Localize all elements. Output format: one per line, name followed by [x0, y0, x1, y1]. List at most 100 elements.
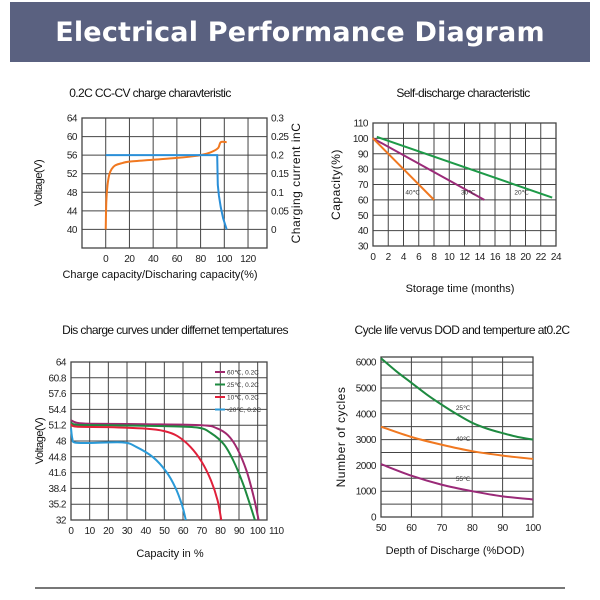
- x-tick-label: 14: [475, 252, 486, 263]
- x-tick-label: 20: [520, 252, 531, 263]
- x-tick-label: 20: [103, 526, 114, 537]
- x-tick-label: 60: [406, 523, 417, 534]
- x-axis-label: Charge capacity/Discharing capacity(%): [62, 269, 257, 281]
- x-tick-label: 30: [122, 526, 133, 537]
- y2-tick-label: 0.05: [271, 206, 289, 217]
- legend-label: 25℃, 0.2C: [227, 382, 259, 389]
- x-axis-label: Capacity in %: [136, 548, 203, 560]
- y-tick-label: 6000: [356, 358, 377, 369]
- series-line-2: [380, 425, 534, 460]
- plot-border: [81, 117, 268, 249]
- y-tick-label: 3000: [356, 435, 377, 446]
- chart-1: 0.2C CC-CV charge charavteristic 0 20 40 60 8…: [33, 86, 303, 281]
- legend-label: -20℃, 0.2C: [227, 407, 261, 414]
- x-tick-label: 12: [459, 252, 470, 263]
- y-tick-label: 64: [67, 114, 78, 125]
- y-tick-label: 40: [67, 225, 78, 236]
- y-tick-label: 1000: [356, 487, 377, 498]
- y-axis-label: Voltage(V): [34, 418, 46, 464]
- x-tick-label: 50: [159, 526, 170, 537]
- x-tick-label: 24: [551, 252, 562, 263]
- x-tick-label: 0: [68, 526, 74, 537]
- series-line-3: [372, 137, 435, 201]
- y-axis-label: Number of cycles: [334, 387, 348, 488]
- plot-border: [372, 122, 557, 247]
- grid: [81, 117, 267, 249]
- x-tick-label: 60: [172, 254, 183, 265]
- series-label: 40℃: [456, 436, 471, 443]
- page-title: Electrical Performance Diagram: [55, 16, 545, 48]
- y-tick-label: 57.6: [49, 389, 67, 400]
- series-label: 30℃: [461, 189, 476, 196]
- y-tick-label: 44.8: [49, 452, 67, 463]
- chart-title: Self-discharge characteristic: [396, 86, 530, 100]
- legend: 60℃, 0.2C 25℃, 0.2C 10℃, 0.2C -20℃, 0.2C: [215, 370, 261, 414]
- y-axis-label: Capacity(%): [329, 149, 343, 220]
- y-tick-label: 52: [67, 169, 78, 180]
- y-tick-label: 44: [67, 206, 78, 217]
- series-label: 40℃: [405, 189, 420, 196]
- x-axis-label: Depth of Discharge (%DOD): [386, 545, 525, 557]
- x-tick-label: 40: [148, 254, 159, 265]
- x-tick-label: 70: [437, 523, 448, 534]
- series-line-1: [70, 419, 260, 521]
- x-tick-label: 6: [416, 252, 422, 263]
- y2-tick-label: 0.15: [271, 169, 289, 180]
- x-tick-label: 8: [431, 252, 437, 263]
- y-tick-label: 70: [358, 180, 369, 191]
- y2-axis-label: Charging current inC: [289, 123, 303, 244]
- y-tick-label: 90: [358, 149, 369, 160]
- x-tick-label: 120: [240, 254, 256, 265]
- x-tick-label: 110: [269, 526, 285, 537]
- series-line-2: [105, 154, 228, 230]
- x-tick-label: 100: [217, 254, 233, 265]
- y2-tick-label: 0.2: [271, 151, 284, 162]
- chart-title: 0.2C CC-CV charge charavteristic: [69, 86, 231, 100]
- y-tick-label: 48: [67, 188, 78, 199]
- y-tick-label: 100: [353, 134, 369, 145]
- y-tick-label: 4000: [356, 409, 377, 420]
- y-tick-label: 50: [358, 211, 369, 222]
- x-tick-label: 100: [525, 523, 541, 534]
- plot-border: [70, 361, 268, 521]
- x-tick-label: 60: [178, 526, 189, 537]
- x-tick-label: 40: [141, 526, 152, 537]
- y-tick-label: 5000: [356, 383, 377, 394]
- plot-border: [380, 356, 534, 518]
- y-tick-label: 40: [358, 226, 369, 237]
- chart-3: Dis charge curves under differnet temper…: [34, 323, 289, 560]
- y2-tick-label: 0: [271, 225, 277, 236]
- y-axis-label: Voltage(V): [33, 160, 45, 206]
- x-tick-label: 50: [376, 523, 387, 534]
- y-tick-label: 0: [371, 513, 377, 524]
- x-tick-label: 90: [497, 523, 508, 534]
- y-tick-label: 60: [67, 132, 78, 143]
- series-line-3: [380, 463, 534, 501]
- x-tick-label: 0: [103, 254, 109, 265]
- x-tick-label: 70: [197, 526, 208, 537]
- legend-label: 10℃, 0.2C: [227, 395, 259, 402]
- y-tick-label: 80: [358, 165, 369, 176]
- grid: [372, 122, 557, 247]
- legend-label: 60℃, 0.2C: [227, 370, 259, 377]
- y-tick-label: 60.8: [49, 373, 67, 384]
- x-tick-label: 100: [250, 526, 266, 537]
- bottom-divider: [35, 587, 565, 589]
- y-tick-label: 56: [67, 151, 78, 162]
- y-tick-label: 30: [358, 242, 369, 253]
- x-tick-label: 10: [444, 252, 455, 263]
- x-tick-label: 22: [536, 252, 547, 263]
- x-tick-label: 10: [85, 526, 96, 537]
- series-line-1: [104, 140, 227, 230]
- y-tick-label: 2000: [356, 461, 377, 472]
- x-tick-label: 80: [215, 526, 226, 537]
- series-line-2: [372, 137, 485, 201]
- y2-tick-label: 0.3: [271, 114, 284, 125]
- chart-4: Cycle life vervus DOD and temperture at0…: [334, 323, 571, 557]
- x-axis-label: Storage time (months): [406, 283, 515, 295]
- y-tick-label: 51.2: [49, 421, 67, 432]
- series-line-1: [376, 135, 553, 199]
- x-tick-label: 20: [124, 254, 135, 265]
- header-banner: Electrical Performance Diagram: [10, 2, 590, 62]
